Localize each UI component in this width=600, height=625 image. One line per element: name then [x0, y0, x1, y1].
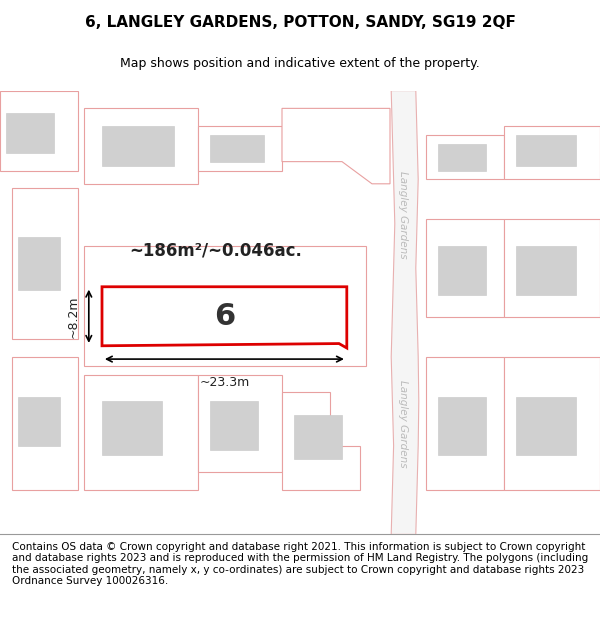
Text: Map shows position and indicative extent of the property.: Map shows position and indicative extent… [120, 57, 480, 70]
Bar [18, 237, 60, 290]
Bar [426, 357, 504, 490]
Bar [426, 219, 504, 317]
Polygon shape [282, 108, 390, 184]
Bar [12, 188, 78, 339]
Bar [12, 357, 78, 490]
Text: ~23.3m: ~23.3m [199, 376, 250, 389]
Bar [438, 246, 486, 295]
Text: 6: 6 [214, 302, 235, 331]
Bar [84, 374, 198, 490]
Bar [426, 135, 504, 179]
Text: Langley Gardens: Langley Gardens [398, 379, 408, 468]
Polygon shape [0, 91, 78, 171]
Bar [84, 108, 198, 184]
Bar [210, 135, 264, 162]
Polygon shape [391, 91, 419, 534]
Text: ~8.2m: ~8.2m [67, 295, 80, 338]
Bar [516, 397, 576, 454]
Bar [294, 414, 342, 459]
Bar [438, 144, 486, 171]
Bar [504, 219, 600, 317]
Bar [198, 126, 282, 171]
Bar [210, 401, 258, 450]
Bar [504, 357, 600, 490]
Bar [198, 374, 282, 472]
Text: ~186m²/~0.046ac.: ~186m²/~0.046ac. [130, 241, 302, 259]
Bar [516, 246, 576, 295]
Polygon shape [102, 287, 347, 348]
Text: Contains OS data © Crown copyright and database right 2021. This information is : Contains OS data © Crown copyright and d… [12, 542, 588, 586]
Polygon shape [282, 392, 360, 490]
Text: 6, LANGLEY GARDENS, POTTON, SANDY, SG19 2QF: 6, LANGLEY GARDENS, POTTON, SANDY, SG19 … [85, 15, 515, 30]
Text: Langley Gardens: Langley Gardens [398, 171, 408, 259]
Bar [102, 126, 174, 166]
Bar [18, 397, 60, 446]
Bar [504, 126, 600, 179]
Bar [438, 397, 486, 454]
Bar [516, 135, 576, 166]
Bar [6, 112, 54, 152]
Bar [102, 401, 162, 454]
Bar [84, 246, 366, 366]
